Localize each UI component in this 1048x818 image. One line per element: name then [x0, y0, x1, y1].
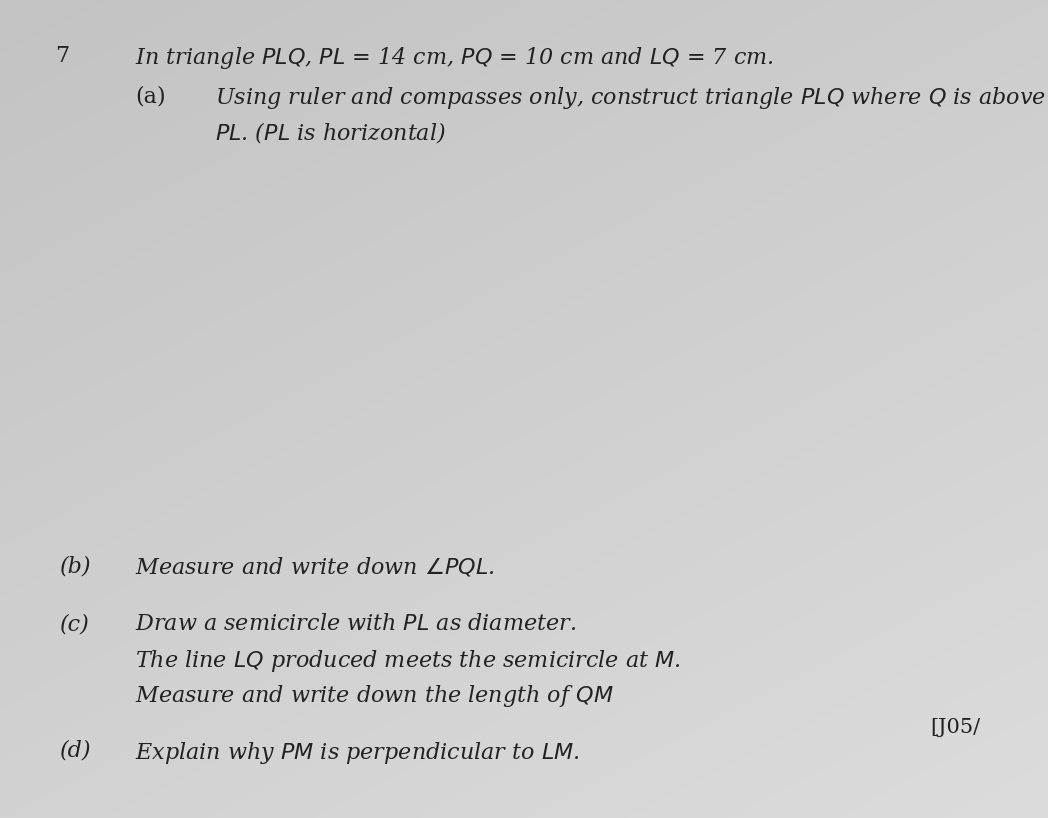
Text: Measure and write down the length of $QM$: Measure and write down the length of $QM… — [135, 683, 614, 709]
Text: (d): (d) — [60, 740, 91, 762]
Text: [J05/: [J05/ — [930, 718, 980, 737]
Text: In triangle $PLQ$, $PL$ = 14 cm, $PQ$ = 10 cm and $LQ$ = 7 cm.: In triangle $PLQ$, $PL$ = 14 cm, $PQ$ = … — [135, 45, 773, 71]
Text: 7: 7 — [54, 45, 69, 67]
Text: Draw a semicircle with $PL$ as diameter.: Draw a semicircle with $PL$ as diameter. — [135, 613, 576, 635]
Text: (b): (b) — [60, 555, 91, 577]
Text: Using ruler and compasses only, construct triangle $PLQ$ where $Q$ is above: Using ruler and compasses only, construc… — [215, 85, 1046, 111]
Text: (c): (c) — [60, 613, 90, 635]
Text: The line $LQ$ produced meets the semicircle at $M$.: The line $LQ$ produced meets the semicir… — [135, 648, 681, 674]
Text: (a): (a) — [135, 85, 166, 107]
Text: Explain why $PM$ is perpendicular to $LM$.: Explain why $PM$ is perpendicular to $LM… — [135, 740, 580, 766]
Text: Measure and write down $\angle PQL$.: Measure and write down $\angle PQL$. — [135, 555, 495, 578]
Text: $PL$. ($PL$ is horizontal): $PL$. ($PL$ is horizontal) — [215, 120, 446, 145]
